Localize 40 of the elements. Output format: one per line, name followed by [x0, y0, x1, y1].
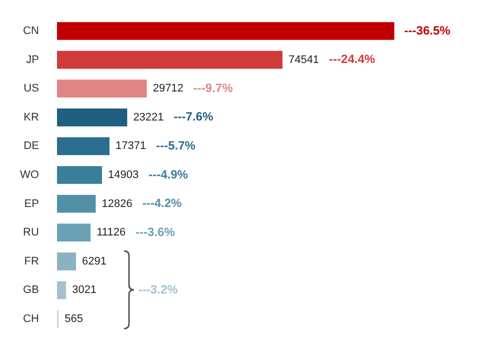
bar	[56, 224, 91, 242]
bar	[56, 166, 102, 184]
y-tick-label: KR	[24, 111, 39, 124]
annotation: ---7.6%	[174, 110, 214, 124]
data-label: 29712	[152, 82, 184, 95]
annotation: ---9.7%	[193, 80, 234, 95]
y-tick-label: GB	[23, 284, 39, 296]
text: ---36.5%	[404, 23, 451, 38]
data-label: 11126	[96, 226, 126, 239]
y-tick-label: FR	[24, 255, 39, 268]
data-label: 6291	[82, 255, 106, 268]
data-label: 12826	[102, 198, 132, 210]
bar	[56, 22, 394, 40]
bar	[56, 108, 128, 126]
y-tick-label: RU	[23, 226, 39, 239]
bar	[56, 80, 147, 98]
bar	[56, 50, 282, 69]
annotation: ---24.4%	[329, 52, 376, 66]
data-label: 565	[64, 313, 84, 326]
y-tick-label: EP	[24, 198, 39, 210]
annotation: ---4.9%	[148, 167, 188, 182]
y-tick-label: CN	[23, 25, 39, 38]
y-tick-label: WO	[20, 169, 40, 182]
bar	[56, 194, 96, 213]
y-tick-label: CH	[23, 313, 39, 326]
data-label: 17371	[115, 140, 146, 152]
bar	[56, 252, 76, 270]
bar	[56, 281, 66, 300]
data-label: 14903	[108, 169, 139, 182]
y-tick-label: JP	[26, 54, 39, 66]
annotation: ---5.7%	[156, 138, 196, 153]
bar	[56, 137, 110, 156]
data-label: 23221	[133, 111, 164, 124]
data-label: 3021	[72, 284, 97, 296]
y-tick-label: DE	[24, 140, 39, 152]
data-label: 74541	[288, 54, 320, 66]
annotation: ---3.2%	[138, 282, 178, 297]
annotation: ---3.6%	[136, 224, 176, 239]
annotation: ---4.2%	[142, 196, 182, 210]
y-tick-label: US	[24, 82, 39, 95]
